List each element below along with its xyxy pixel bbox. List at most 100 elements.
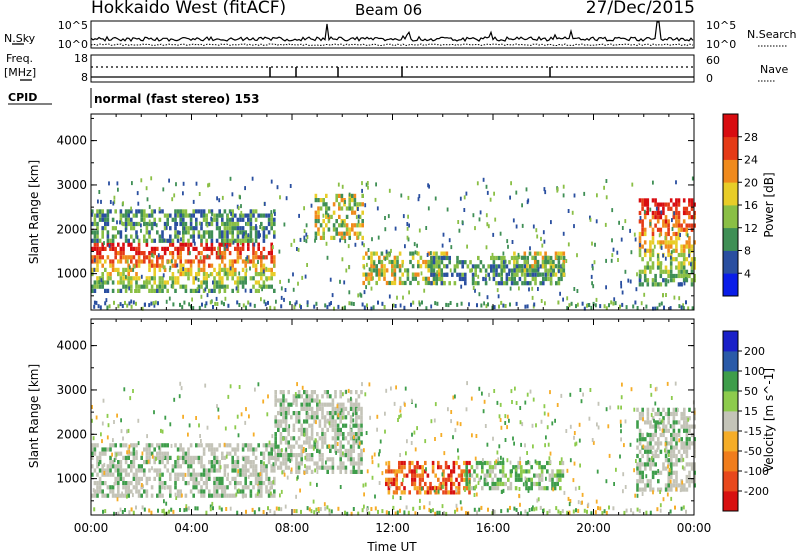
heatmap-cell <box>156 263 159 268</box>
heatmap-cell <box>257 485 260 490</box>
scatter-cell <box>594 242 596 247</box>
scatter-cell <box>148 204 151 209</box>
scatter-cell <box>629 442 632 447</box>
heatmap-cell <box>427 259 430 265</box>
heatmap-cell <box>643 252 647 258</box>
heatmap-cell <box>239 217 242 222</box>
scatter-cell <box>258 283 261 288</box>
heatmap-cell <box>179 455 182 460</box>
ground-cell <box>157 301 159 306</box>
heatmap-cell <box>210 272 214 277</box>
heatmap-cell <box>215 485 219 490</box>
heatmap-cell <box>265 485 268 490</box>
heatmap-cell <box>440 255 444 261</box>
heatmap-cell <box>636 479 639 484</box>
heatmap-cell <box>649 445 652 450</box>
heatmap-cell <box>675 257 678 262</box>
heatmap-cell <box>538 477 541 482</box>
heatmap-cell <box>101 451 104 456</box>
scatter-cell <box>170 443 173 448</box>
heatmap-cell <box>662 210 665 216</box>
heatmap-cell <box>507 486 510 491</box>
scatter-cell <box>195 477 198 482</box>
heatmap-cell <box>329 448 332 453</box>
heatmap-cell <box>137 255 141 260</box>
heatmap-cell <box>218 213 221 218</box>
heatmap-cell <box>231 464 234 469</box>
heatmap-cell <box>326 465 329 470</box>
heatmap-cell <box>503 260 506 265</box>
scatter-cell <box>301 275 304 280</box>
ground-cell <box>280 507 283 512</box>
heatmap-cell <box>279 406 283 411</box>
heatmap-cell <box>507 477 510 482</box>
heatmap-cell <box>560 272 563 277</box>
scatter-cell <box>348 192 351 197</box>
scatter-cell <box>485 213 488 218</box>
heatmap-cell <box>332 210 336 215</box>
heatmap-cell <box>664 411 668 417</box>
heatmap-cell <box>682 244 686 249</box>
heatmap-cell <box>208 234 211 239</box>
heatmap-cell <box>137 464 141 469</box>
scatter-cell <box>261 226 264 231</box>
scatter-cell <box>642 444 645 449</box>
heatmap-cell <box>218 267 221 272</box>
heatmap-cell <box>140 485 143 490</box>
heatmap-cell <box>682 248 686 253</box>
ground-cell <box>324 506 327 511</box>
heatmap-cell <box>432 264 436 269</box>
scatter-cell <box>531 286 534 291</box>
scatter-cell <box>378 449 381 454</box>
heatmap-cell <box>187 447 190 452</box>
scatter-cell <box>98 462 100 467</box>
heatmap-cell <box>360 406 363 411</box>
heatmap-cell <box>357 465 361 470</box>
heatmap-cell <box>638 252 642 258</box>
heatmap-cell <box>339 469 342 474</box>
heatmap-cell <box>249 472 253 477</box>
heatmap-cell <box>411 251 415 256</box>
heatmap-cell <box>140 251 143 256</box>
heatmap-cell <box>254 230 258 235</box>
scatter-cell <box>536 498 539 503</box>
heatmap-cell <box>208 255 211 260</box>
ground-cell <box>148 508 151 513</box>
heatmap-cell <box>504 473 507 478</box>
heatmap-cell <box>339 461 342 466</box>
scatter-cell <box>371 460 374 465</box>
ground-cell <box>313 510 316 515</box>
heatmap-cell <box>303 390 306 395</box>
heatmap-cell <box>101 447 104 452</box>
heatmap-cell <box>463 460 466 466</box>
heatmap-cell <box>234 259 237 264</box>
heatmap-cell <box>432 255 436 261</box>
heatmap-cell <box>210 468 214 473</box>
heatmap-cell <box>192 455 195 460</box>
heatmap-cell <box>355 436 358 441</box>
heatmap-cell <box>383 264 386 269</box>
heatmap-cell <box>179 464 182 469</box>
scatter-cell <box>492 232 495 237</box>
heatmap-cell <box>221 213 224 218</box>
scatter-cell <box>132 267 135 272</box>
heatmap-cell <box>657 437 660 442</box>
scatter-cell <box>222 242 225 247</box>
ground-cell <box>366 507 368 512</box>
ground-cell <box>247 300 250 305</box>
scatter-cell <box>667 279 670 284</box>
scatter-cell <box>146 434 148 439</box>
heatmap-cell <box>468 490 471 495</box>
heatmap-cell <box>290 469 293 474</box>
heatmap-cell <box>192 468 195 473</box>
heatmap-cell <box>101 489 104 494</box>
heatmap-cell <box>675 420 678 425</box>
heatmap-cell <box>174 259 177 264</box>
heatmap-cell <box>241 213 245 218</box>
heatmap-cell <box>672 411 676 417</box>
heatmap-cell <box>347 453 350 458</box>
heatmap-cell <box>461 276 464 282</box>
heatmap-cell <box>143 284 146 289</box>
heatmap-cell <box>672 453 676 459</box>
scatter-cell <box>377 463 380 468</box>
